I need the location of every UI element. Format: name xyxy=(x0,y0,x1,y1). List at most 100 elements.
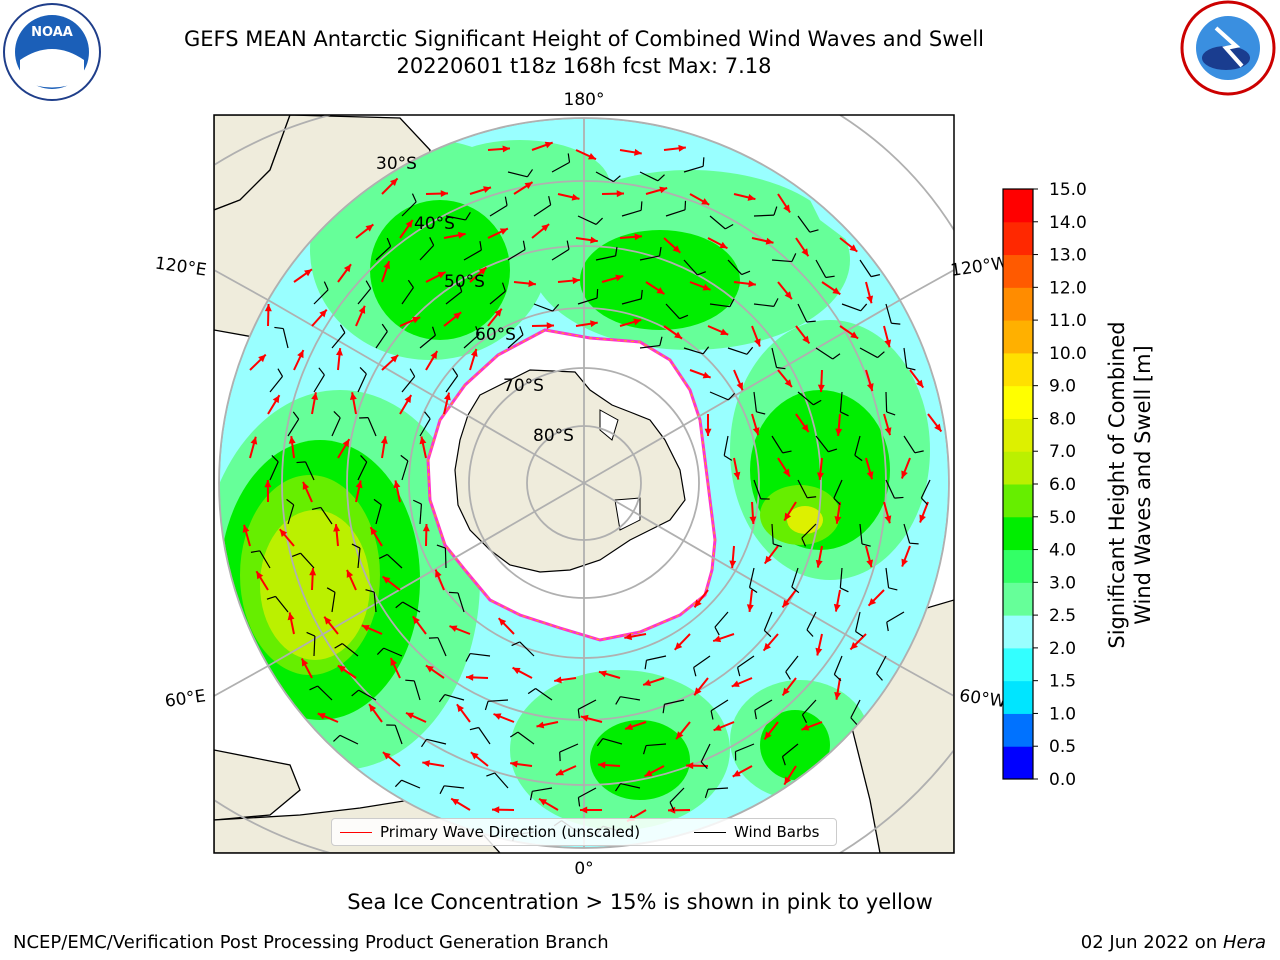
wind-barb xyxy=(359,417,377,437)
wave-arrow xyxy=(456,703,471,723)
wind-barb xyxy=(438,694,465,703)
wind-barb xyxy=(797,215,819,233)
wave-arrow xyxy=(801,721,823,731)
wave-arrow xyxy=(293,349,305,371)
colorbar-segment xyxy=(1003,680,1033,714)
colorbar-segment xyxy=(1003,713,1033,747)
colorbar-tick-label: 0.0 xyxy=(1049,770,1076,790)
wind-barb xyxy=(683,259,706,276)
wind-barb xyxy=(378,553,403,569)
wave-arrow xyxy=(619,148,642,156)
wave-arrow xyxy=(399,219,414,239)
wave-arrow xyxy=(469,266,488,283)
colorbar-segment xyxy=(1003,287,1033,321)
wind-barb xyxy=(489,282,506,305)
wind-barb xyxy=(665,303,689,320)
legend-item-primary-wave: Primary Wave Direction (unscaled) xyxy=(340,823,640,841)
lon-label-180: 180° xyxy=(564,90,605,110)
wind-barb xyxy=(639,336,663,349)
colorbar-segment xyxy=(1003,549,1033,583)
nws-logo-icon xyxy=(1180,0,1276,96)
wave-arrow xyxy=(839,237,858,253)
wind-barb xyxy=(559,743,579,762)
colorbar-tick-label: 13.0 xyxy=(1049,246,1087,266)
wind-barb xyxy=(357,455,368,481)
wave-arrow xyxy=(865,369,874,392)
wave-arrow xyxy=(575,236,598,244)
colorbar-tick-label: 1.5 xyxy=(1049,672,1076,692)
wind-barb xyxy=(903,523,919,545)
wave-arrow xyxy=(707,325,729,336)
wave-arrow xyxy=(349,392,357,415)
wave-arrow xyxy=(927,413,943,433)
wave-arrow xyxy=(598,670,621,679)
wave-arrow xyxy=(368,703,383,723)
wave-arrow xyxy=(751,237,774,245)
wind-barb xyxy=(533,303,560,312)
noaa-logo-icon: NOAA xyxy=(3,3,101,101)
wave-arrow xyxy=(531,322,555,330)
wave-arrow xyxy=(487,227,509,239)
wave-arrow xyxy=(733,193,756,201)
wave-arrow xyxy=(834,501,842,524)
lon-label-60w: 60°W xyxy=(958,686,1007,712)
wind-barb xyxy=(436,544,447,569)
wind-barb xyxy=(833,479,843,506)
wave-arrow xyxy=(762,633,779,652)
colorbar-segment xyxy=(1003,254,1033,288)
lat-label-30s: 30°S xyxy=(376,154,417,174)
wind-barb xyxy=(331,410,341,437)
wind-barb xyxy=(841,303,868,312)
wind-barb xyxy=(885,391,896,416)
wind-barb xyxy=(885,479,904,499)
wave-arrow xyxy=(645,281,665,295)
wave-arrow xyxy=(317,712,339,723)
wind-barb xyxy=(596,738,623,747)
wave-arrow xyxy=(443,231,466,239)
wave-arrow xyxy=(510,760,533,768)
wave-arrow xyxy=(422,760,445,768)
wave-arrow xyxy=(335,348,343,371)
wave-arrow xyxy=(689,369,711,379)
colorbar-tick-label: 2.5 xyxy=(1049,606,1076,626)
wave-arrow xyxy=(536,721,559,729)
wave-arrow xyxy=(815,633,823,656)
wave-arrow xyxy=(919,501,929,523)
wave-arrow xyxy=(497,617,515,635)
black-line-icon xyxy=(694,832,726,833)
wind-barb xyxy=(401,193,417,217)
wave-arrow xyxy=(491,806,515,814)
wave-arrow xyxy=(597,761,621,769)
wind-barb xyxy=(736,655,755,677)
wind-barb xyxy=(373,498,382,525)
wave-arrow xyxy=(513,280,536,287)
wave-arrow xyxy=(393,480,401,503)
wave-arrow xyxy=(557,193,580,201)
colorbar-segment xyxy=(1003,189,1033,223)
colorbar-tick-label: 2.0 xyxy=(1049,639,1076,659)
wave-arrow xyxy=(712,633,735,643)
wave-arrow xyxy=(783,501,797,522)
wind-barb xyxy=(529,787,553,801)
wind-barb xyxy=(815,259,835,279)
wave-arrow xyxy=(746,589,754,612)
wave-arrow xyxy=(333,524,341,547)
wave-arrow xyxy=(399,316,421,327)
colorbar-tick-label: 7.0 xyxy=(1049,442,1076,462)
wave-arrow xyxy=(311,308,328,327)
wind-barb xyxy=(527,688,553,701)
wind-barb xyxy=(291,552,315,569)
wind-barb xyxy=(709,215,734,230)
wind-barb xyxy=(763,611,773,638)
wind-barb xyxy=(357,280,372,305)
wave-arrow xyxy=(422,523,430,547)
wave-arrow xyxy=(381,260,391,283)
wind-barb xyxy=(313,367,325,393)
wind-barb xyxy=(833,655,843,682)
lon-label-120e: 120°E xyxy=(154,254,208,281)
colorbar-segment xyxy=(1003,615,1033,649)
colorbar-tick-label: 9.0 xyxy=(1049,377,1076,397)
colorbar-title-line2: Wind Waves and Swell [m] xyxy=(1131,345,1155,625)
wind-barb xyxy=(710,699,729,720)
wave-arrow xyxy=(449,625,471,635)
